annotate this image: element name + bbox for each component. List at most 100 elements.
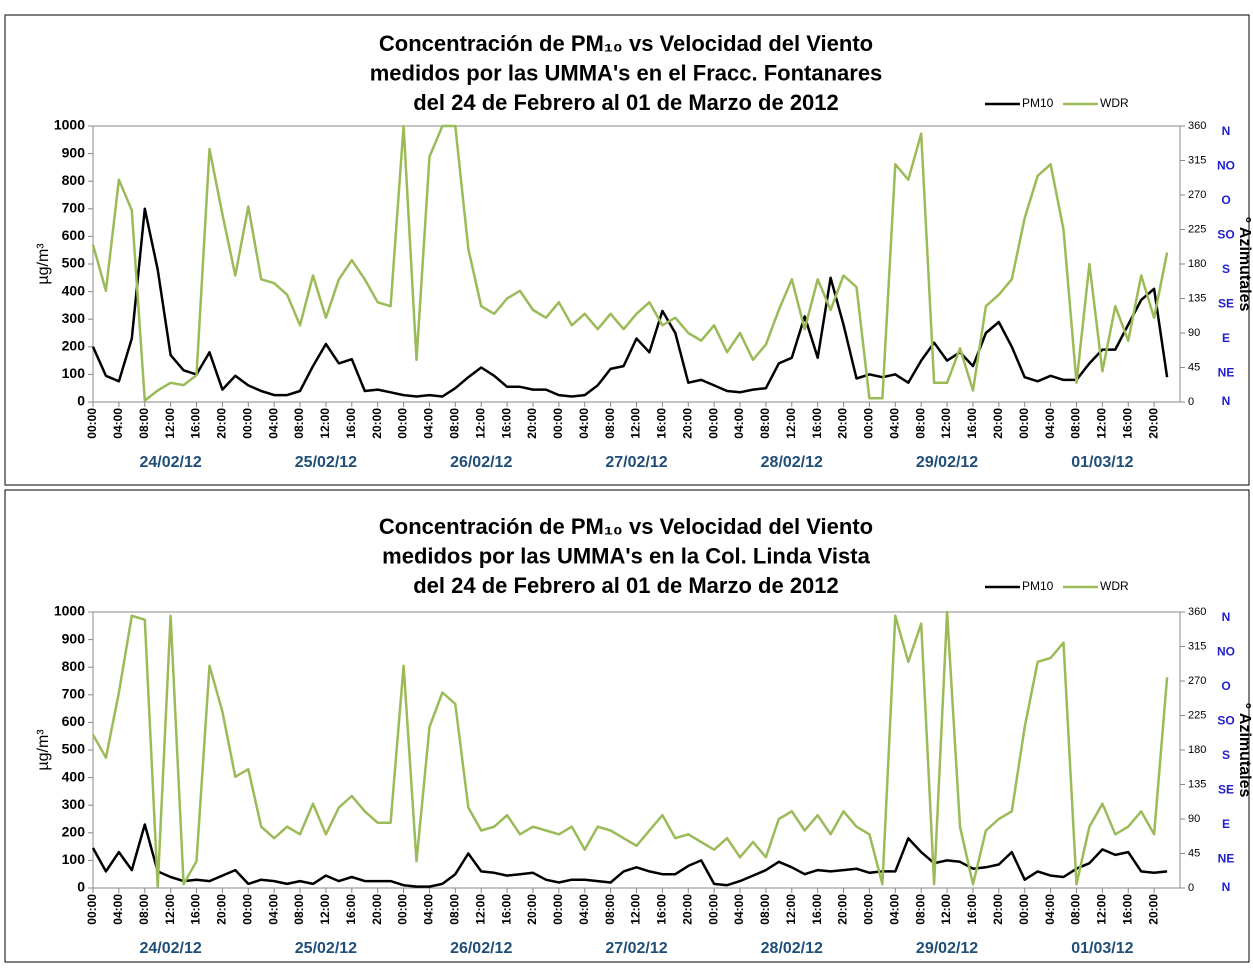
x-tick-label: 16:00: [1120, 408, 1134, 439]
y2-direction-label: SE: [1218, 297, 1234, 311]
x-tick-label: 00:00: [396, 894, 410, 925]
y-tick-label: 200: [62, 824, 86, 840]
y2-tick-label: 45: [1188, 847, 1200, 859]
y2-tick-label: 0: [1188, 882, 1194, 894]
y2-tick-label: 90: [1188, 813, 1200, 825]
x-tick-label: 00:00: [551, 894, 565, 925]
x-tick-label: 16:00: [189, 408, 203, 439]
y-tick-label: 900: [62, 144, 86, 160]
series-line: [91, 124, 1169, 402]
x-tick-label: 16:00: [344, 408, 358, 439]
x-tick-label: 04:00: [732, 894, 746, 925]
x-tick-label: 00:00: [862, 408, 876, 439]
y2-tick-label: 180: [1188, 258, 1206, 270]
x-tick-label: 04:00: [887, 894, 901, 925]
y2-direction-label: N: [1222, 610, 1231, 624]
panel-border: [4, 489, 1250, 963]
x-tick-label: 04:00: [266, 408, 280, 439]
y2-tick-label: 315: [1188, 640, 1206, 652]
y2-tick-label: 360: [1188, 606, 1206, 618]
x-tick-label: 12:00: [939, 894, 953, 925]
x-tick-label: 12:00: [1095, 408, 1109, 439]
x-tick-label: 00:00: [551, 408, 565, 439]
y-tick-label: 400: [62, 768, 86, 784]
y-tick-label: 500: [62, 741, 86, 757]
legend-label: PM10: [1022, 96, 1054, 110]
x-tick-label: 04:00: [422, 408, 436, 439]
x-tick-label: 08:00: [758, 408, 772, 439]
x-tick-label: 12:00: [629, 894, 643, 925]
x-tick-label: 08:00: [603, 894, 617, 925]
x-tick-label: 20:00: [680, 408, 694, 439]
chart-title: del 24 de Febrero al 01 de Marzo de 2012: [413, 90, 839, 115]
x-tick-label: 20:00: [991, 894, 1005, 925]
x-tick-label: 12:00: [163, 894, 177, 925]
x-tick-label: 16:00: [189, 894, 203, 925]
x-tick-label: 20:00: [370, 894, 384, 925]
x-tick-label: 08:00: [137, 894, 151, 925]
x-tick-label: 12:00: [318, 408, 332, 439]
y2-direction-label: O: [1221, 679, 1230, 693]
x-tick-label: 00:00: [706, 894, 720, 925]
y2-direction-label: S: [1222, 748, 1230, 762]
x-tick-label: 04:00: [1043, 408, 1057, 439]
x-tick-label: 08:00: [448, 894, 462, 925]
x-tick-label: 20:00: [680, 894, 694, 925]
x-tick-label: 08:00: [913, 408, 927, 439]
y-tick-label: 800: [62, 658, 86, 674]
x-tick-label: 04:00: [732, 408, 746, 439]
date-label: 29/02/12: [916, 454, 978, 471]
x-tick-label: 00:00: [85, 894, 99, 925]
y2-tick-label: 135: [1188, 292, 1206, 304]
y2-direction-label: NE: [1218, 366, 1235, 380]
y2-direction-label: NO: [1217, 645, 1235, 659]
x-tick-label: 16:00: [499, 894, 513, 925]
legend-label: PM10: [1022, 579, 1054, 593]
y2-tick-label: 360: [1188, 120, 1206, 132]
x-tick-label: 16:00: [810, 894, 824, 925]
x-tick-label: 12:00: [318, 894, 332, 925]
x-tick-label: 08:00: [603, 408, 617, 439]
x-tick-label: 16:00: [1120, 894, 1134, 925]
y2-direction-label: SO: [1217, 228, 1234, 242]
x-tick-label: 00:00: [396, 408, 410, 439]
x-tick-label: 08:00: [1069, 894, 1083, 925]
x-tick-label: 20:00: [991, 408, 1005, 439]
y2-tick-label: 225: [1188, 709, 1206, 721]
y-tick-label: 200: [62, 338, 86, 354]
date-label: 24/02/12: [140, 940, 202, 957]
x-tick-label: 04:00: [111, 894, 125, 925]
x-tick-label: 04:00: [111, 408, 125, 439]
y2-tick-label: 225: [1188, 223, 1206, 235]
x-tick-label: 20:00: [525, 894, 539, 925]
x-tick-label: 20:00: [370, 408, 384, 439]
x-tick-label: 00:00: [862, 894, 876, 925]
y-tick-label: 900: [62, 630, 86, 646]
x-tick-label: 04:00: [1043, 894, 1057, 925]
date-label: 29/02/12: [916, 940, 978, 957]
x-tick-label: 04:00: [266, 894, 280, 925]
x-tick-label: 20:00: [215, 408, 229, 439]
y-tick-label: 600: [62, 713, 86, 729]
x-tick-label: 08:00: [758, 894, 772, 925]
panel-border: [4, 14, 1250, 486]
x-tick-label: 00:00: [240, 894, 254, 925]
y2-tick-label: 135: [1188, 778, 1206, 790]
y2-tick-label: 270: [1188, 189, 1206, 201]
x-tick-label: 12:00: [473, 894, 487, 925]
x-tick-label: 12:00: [784, 408, 798, 439]
y2-direction-label: SO: [1217, 714, 1234, 728]
y2-direction-label: N: [1222, 880, 1231, 894]
x-tick-label: 20:00: [836, 894, 850, 925]
x-tick-label: 12:00: [939, 408, 953, 439]
date-label: 25/02/12: [295, 940, 357, 957]
y2-tick-label: 0: [1188, 396, 1194, 408]
x-tick-label: 12:00: [163, 408, 177, 439]
x-tick-label: 04:00: [422, 894, 436, 925]
y2-tick-label: 315: [1188, 154, 1206, 166]
x-tick-label: 16:00: [965, 408, 979, 439]
legend-label: WDR: [1100, 579, 1129, 593]
y2-direction-label: SE: [1218, 783, 1234, 797]
y2-direction-label: N: [1222, 124, 1231, 138]
